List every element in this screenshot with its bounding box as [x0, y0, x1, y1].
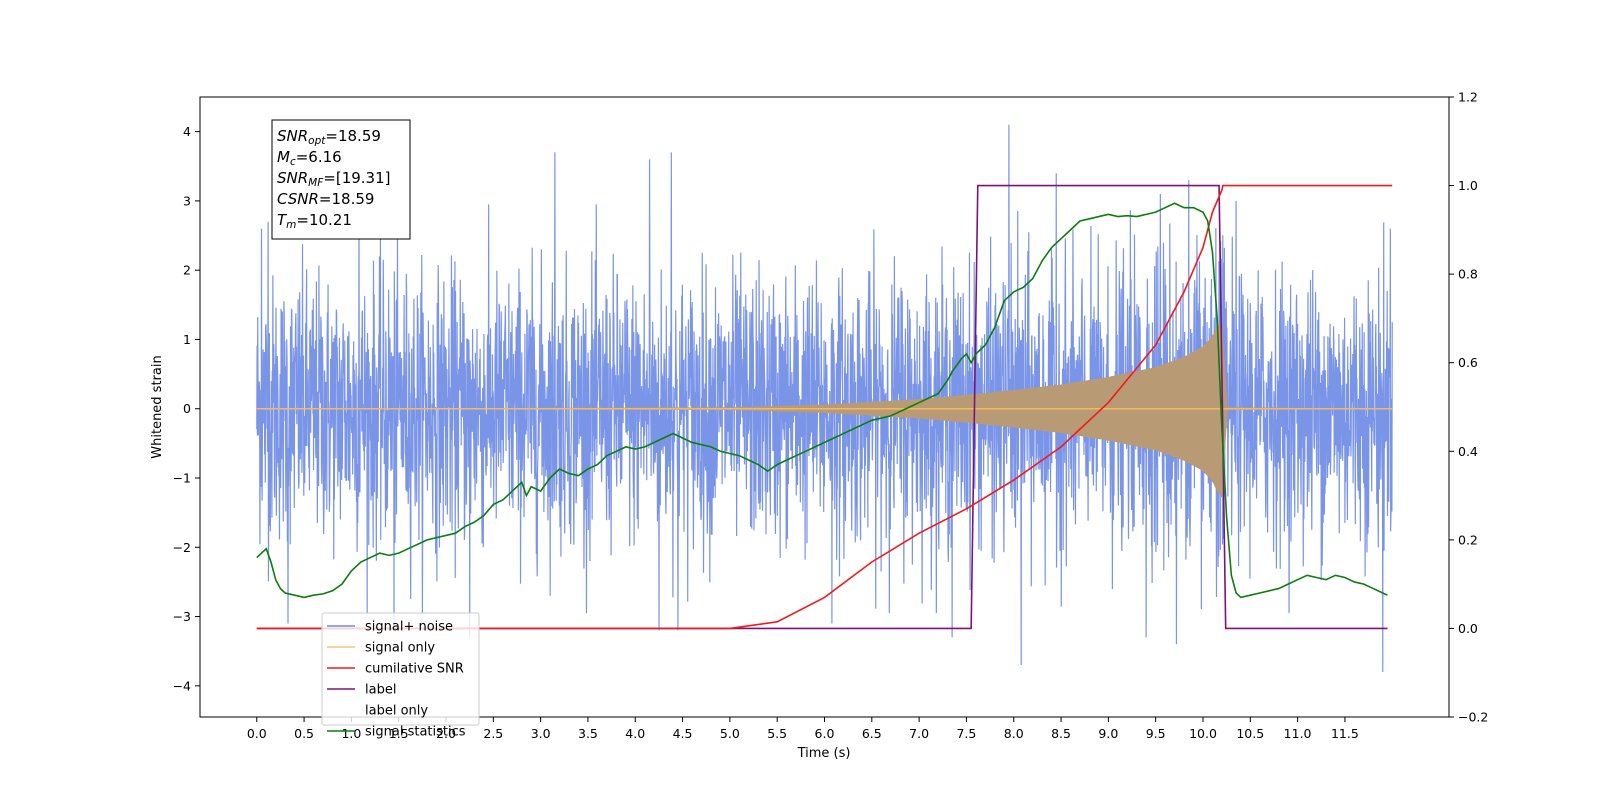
y-tick-label: 2 — [183, 263, 191, 278]
x-tick-label: 4.5 — [673, 726, 693, 741]
annotation-symbol: CSNR — [277, 190, 319, 208]
y-tick-label: 3 — [183, 193, 191, 208]
y2-tick-label: 1.0 — [1458, 178, 1478, 193]
legend-label: label only — [365, 704, 428, 719]
y2-tick-label: −0.2 — [1458, 710, 1488, 725]
legend: signal+ noise signal only cumilative SNR la… — [321, 612, 480, 740]
x-axis-label: Time (s) — [797, 746, 851, 761]
y2-tick-label: 0.2 — [1458, 532, 1478, 547]
annotation-value: =6.16 — [296, 148, 342, 166]
y2-tick-label: 0.0 — [1458, 621, 1478, 636]
x-tick-label: 8.5 — [1051, 726, 1071, 741]
annotation-value: =[19.31] — [323, 169, 390, 187]
y-axis-label: Whitened strain — [150, 355, 165, 458]
y2-tick-label: 1.2 — [1458, 90, 1478, 105]
annotation-line: Tm=10.21 — [277, 211, 352, 231]
annotation-subscript: opt — [308, 135, 326, 147]
y-tick-label: −2 — [173, 540, 191, 555]
x-tick-label: 5.5 — [767, 726, 787, 741]
annotation-subscript: c — [290, 156, 296, 168]
y2-tick-label: 0.4 — [1458, 444, 1478, 459]
x-axis-ticks: 0.0 0.5 1.0 1.5 2.0 2.5 3.0 3.5 4.0 4.5 5.0 5.5 6.0 6… — [247, 717, 1359, 741]
x-tick-label: 2.0 — [436, 726, 456, 741]
x-tick-label: 7.0 — [909, 726, 929, 741]
annotation-frame — [271, 119, 411, 240]
annotation-symbol: M — [277, 148, 290, 166]
series-label — [256, 184, 1388, 630]
x-tick-label: 11.0 — [1284, 726, 1312, 741]
x-tick-label: 2.5 — [483, 726, 503, 741]
y2-axis-ticks: −0.2 0.0 0.2 0.4 0.6 0.8 1.0 1.2 — [1449, 90, 1488, 725]
y-tick-label: 4 — [183, 124, 191, 139]
annotation-symbol: T — [277, 211, 288, 229]
y2-tick-label: 0.6 — [1458, 355, 1478, 370]
annotation-line: SNRMF=[19.31] — [277, 169, 391, 189]
y-tick-label: −4 — [173, 678, 191, 693]
x-tick-label: 4.0 — [625, 726, 645, 741]
x-tick-label: 8.0 — [1004, 726, 1024, 741]
legend-frame — [321, 612, 480, 726]
y2-tick-label: 0.8 — [1458, 267, 1478, 282]
x-tick-label: 1.0 — [341, 726, 361, 741]
legend-label: signal statistics — [365, 725, 466, 740]
x-tick-label: 5.0 — [720, 726, 740, 741]
legend-label: signal only — [365, 641, 435, 656]
annotation-value: =10.21 — [296, 211, 352, 229]
x-tick-label: 6.0 — [815, 726, 835, 741]
annotation-line: Mc=6.16 — [277, 148, 342, 168]
annotation-subscript: m — [286, 219, 296, 231]
annotation-value: =18.59 — [325, 127, 381, 145]
annotation-subscript: MF — [308, 177, 324, 189]
x-tick-label: 10.0 — [1189, 726, 1217, 741]
y-tick-label: 0 — [183, 401, 191, 416]
x-tick-label: 0.5 — [294, 726, 314, 741]
x-tick-label: 3.5 — [578, 726, 598, 741]
annotation-value: =18.59 — [319, 190, 375, 208]
y-axis-ticks: −4 −3 −2 −1 0 1 2 3 4 — [173, 124, 200, 693]
y-tick-label: 1 — [183, 332, 191, 347]
y-tick-label: −3 — [173, 609, 191, 624]
series-signal-statistics — [256, 202, 1388, 599]
series-layer — [256, 124, 1393, 672]
legend-label: label — [365, 683, 396, 698]
x-tick-label: 10.5 — [1236, 726, 1264, 741]
legend-label: signal+ noise — [365, 620, 453, 635]
y-tick-label: −1 — [173, 471, 191, 486]
annotation-line: SNRopt=18.59 — [277, 127, 381, 147]
x-tick-label: 9.0 — [1098, 726, 1118, 741]
annotation-box: SNRopt=18.59Mc=6.16SNRMF=[19.31]CSNR=18.… — [271, 119, 411, 240]
annotation-symbol: SNR — [277, 169, 308, 187]
x-tick-label: 0.0 — [247, 726, 267, 741]
x-tick-label: 7.5 — [956, 726, 976, 741]
x-tick-label: 11.5 — [1331, 726, 1359, 741]
annotation-symbol: SNR — [277, 127, 308, 145]
x-tick-label: 6.5 — [862, 726, 882, 741]
series-cumulative-snr — [256, 184, 1393, 630]
annotation-line: CSNR=18.59 — [277, 190, 374, 208]
x-tick-label: 9.5 — [1146, 726, 1166, 741]
legend-label: cumilative SNR — [365, 662, 464, 677]
x-tick-label: 1.5 — [389, 726, 409, 741]
x-tick-label: 3.0 — [531, 726, 551, 741]
